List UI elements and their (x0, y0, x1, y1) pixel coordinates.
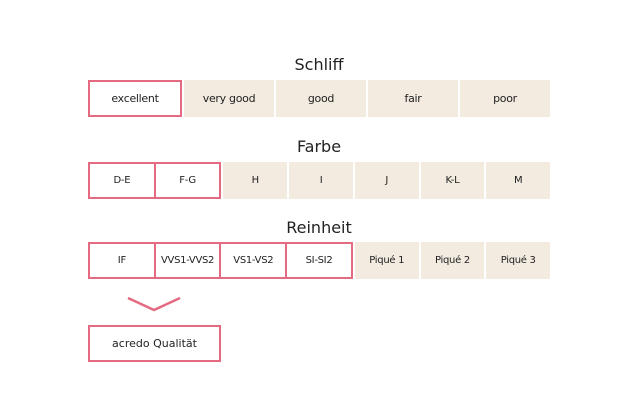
row-schliff: excellent very good good fair poor (88, 80, 550, 117)
option-cell[interactable]: H (223, 162, 288, 199)
row-farbe: D-E F-G H I J K-L M (88, 162, 551, 199)
option-cell[interactable]: J (354, 162, 419, 199)
option-cell[interactable]: D-E (88, 162, 156, 199)
option-cell[interactable]: excellent (88, 80, 182, 117)
title-farbe: Farbe (296, 137, 342, 156)
option-cell[interactable]: F-G (153, 162, 222, 199)
option-cell[interactable]: very good (184, 80, 274, 117)
option-cell[interactable]: VVS1-VVS2 (153, 242, 222, 279)
option-cell[interactable]: VS1-VS2 (219, 242, 288, 279)
option-cell[interactable]: M (486, 162, 551, 199)
result-box: acredo Qualität (88, 325, 221, 362)
option-cell[interactable]: SI-SI2 (285, 242, 353, 279)
option-cell[interactable]: good (276, 80, 366, 117)
title-reinheit: Reinheit (286, 218, 352, 237)
option-cell[interactable]: I (289, 162, 353, 199)
option-cell[interactable]: poor (460, 80, 550, 117)
option-cell[interactable]: fair (368, 80, 458, 117)
option-cell[interactable]: Piqué 2 (420, 242, 485, 279)
row-reinheit: IF VVS1-VVS2 VS1-VS2 SI-SI2 Piqué 1 Piqué 2 Pi… (88, 242, 551, 279)
chevron-down-icon (127, 296, 181, 312)
option-cell[interactable]: K-L (420, 162, 485, 199)
option-cell[interactable]: Piqué 1 (354, 242, 419, 279)
option-cell[interactable]: Piqué 3 (486, 242, 551, 279)
title-schliff: Schliff (294, 55, 344, 74)
option-cell[interactable]: IF (88, 242, 156, 279)
